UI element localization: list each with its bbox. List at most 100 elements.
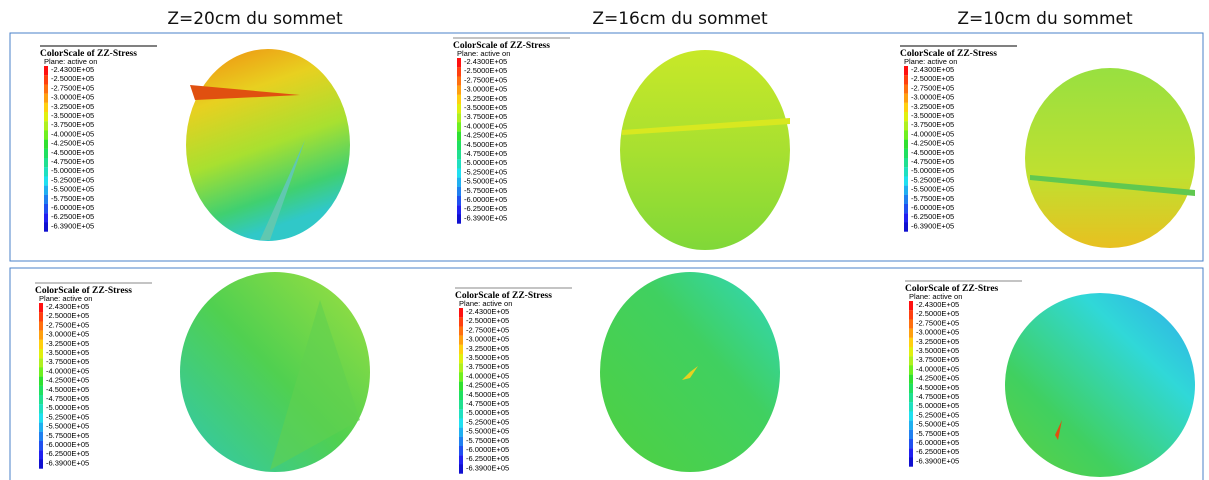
- legend-label: -2.7500E+05: [51, 83, 94, 92]
- bottom-frame: [9, 267, 1204, 480]
- legend-swatch: [44, 102, 48, 113]
- legend-swatch: [39, 321, 43, 331]
- legend-swatch: [459, 372, 463, 382]
- legend-swatch: [904, 148, 908, 159]
- legend-label: -6.2500E+05: [916, 447, 959, 456]
- legend-label: -2.5000E+05: [911, 74, 954, 83]
- legend-swatch: [457, 177, 461, 187]
- legend-swatch: [457, 94, 461, 105]
- legend-label: -4.0000E+05: [466, 371, 509, 380]
- legend-label: -3.7500E+05: [911, 120, 954, 129]
- legend-label: -2.4300E+05: [46, 302, 89, 311]
- legend-swatch: [904, 121, 908, 131]
- legend-swatch: [459, 363, 463, 373]
- legend-swatch: [909, 393, 913, 403]
- legend-swatch: [909, 448, 913, 458]
- legend-label: -3.0000E+05: [911, 93, 954, 102]
- legend-swatch: [44, 176, 48, 186]
- stress-plot: [1005, 293, 1195, 477]
- legend-label: -4.0000E+05: [911, 129, 954, 138]
- legend-swatch: [457, 131, 461, 141]
- legend-label: -5.5000E+05: [464, 177, 507, 186]
- legend-swatch: [909, 319, 913, 329]
- legend-label: -5.0000E+05: [46, 403, 89, 412]
- legend-label: -3.2500E+05: [51, 102, 94, 111]
- legend-swatch: [909, 347, 913, 357]
- legend-label: -4.7500E+05: [46, 394, 89, 403]
- legend-swatch: [459, 344, 463, 355]
- legend-title: ColorScale of ZZ-Stres: [905, 284, 999, 294]
- legend-label: -4.7500E+05: [51, 157, 94, 166]
- legend-label: -3.2500E+05: [464, 94, 507, 103]
- legend-label: -3.5000E+05: [911, 111, 954, 120]
- legend-swatch: [459, 335, 463, 345]
- legend-label: -3.5000E+05: [466, 353, 509, 362]
- legend-label: -5.5000E+05: [466, 427, 509, 436]
- legend-label: -4.2500E+05: [51, 139, 94, 148]
- legend-swatch: [904, 130, 908, 140]
- column-header: Z=10cm du sommet: [957, 9, 1133, 29]
- legend-swatch: [904, 84, 908, 94]
- legend-swatch: [909, 457, 913, 467]
- plot-artifact: [270, 300, 360, 470]
- legend-label: -4.0000E+05: [464, 121, 507, 130]
- legend-swatch: [909, 365, 913, 375]
- legend-label: -4.7500E+05: [911, 157, 954, 166]
- legend-swatch: [39, 312, 43, 322]
- legend-label: -6.0000E+05: [916, 438, 959, 447]
- legend-swatch: [44, 121, 48, 131]
- legend-plane: Plane: active on: [904, 57, 957, 66]
- legend-swatch: [904, 167, 908, 177]
- legend-swatch: [39, 349, 43, 359]
- legend-swatch: [459, 390, 463, 401]
- legend-swatch: [457, 186, 461, 197]
- top-frame: [9, 32, 1204, 262]
- legend-label: -6.3900E+05: [911, 221, 954, 230]
- legend-label: -4.0000E+05: [46, 366, 89, 375]
- legend-label: -2.7500E+05: [46, 320, 89, 329]
- legend-swatch: [904, 93, 908, 103]
- legend-swatch: [904, 204, 908, 214]
- legend-label: -3.7500E+05: [916, 355, 959, 364]
- legend-swatch: [39, 441, 43, 451]
- legend-label: -5.7500E+05: [466, 436, 509, 445]
- legend-swatch: [459, 436, 463, 447]
- stress-plot: [186, 49, 350, 241]
- plot-artifact: [622, 118, 790, 135]
- legend-label: -5.0000E+05: [916, 401, 959, 410]
- legend-label: -5.7500E+05: [911, 194, 954, 203]
- legend-label: -4.2500E+05: [916, 374, 959, 383]
- legend-label: -3.0000E+05: [464, 85, 507, 94]
- legend-label: -4.5000E+05: [46, 385, 89, 394]
- legend-label: -2.7500E+05: [464, 75, 507, 84]
- legend-label: -2.7500E+05: [466, 325, 509, 334]
- legend-swatch: [459, 464, 463, 474]
- legend-title: ColorScale of ZZ-Stress: [40, 49, 137, 59]
- legend-label: -6.2500E+05: [911, 212, 954, 221]
- legend-swatch: [39, 367, 43, 377]
- legend-label: -2.4300E+05: [911, 65, 954, 74]
- legend-label: -3.5000E+05: [51, 111, 94, 120]
- legend-swatch: [39, 303, 43, 313]
- stress-plot: [1025, 68, 1195, 248]
- legend-label: -5.2500E+05: [46, 412, 89, 421]
- legend-swatch: [459, 326, 463, 336]
- legend-plane: Plane: active on: [457, 49, 510, 58]
- legend-swatch: [909, 439, 913, 449]
- legend-label: -6.3900E+05: [464, 213, 507, 222]
- legend-label: -4.2500E+05: [911, 139, 954, 148]
- legend-label: -2.5000E+05: [46, 311, 89, 320]
- legend-label: -4.5000E+05: [466, 390, 509, 399]
- legend-label: -5.7500E+05: [46, 431, 89, 440]
- legend-title: ColorScale of ZZ-Stress: [455, 291, 552, 301]
- legend-label: -6.3900E+05: [51, 221, 94, 230]
- legend-swatch: [909, 411, 913, 421]
- legend-label: -3.7500E+05: [464, 112, 507, 121]
- legend-swatch: [909, 402, 913, 412]
- legend-swatch: [459, 409, 463, 419]
- legend-swatch: [39, 422, 43, 432]
- legend-swatch: [904, 139, 908, 149]
- legend-label: -3.0000E+05: [916, 328, 959, 337]
- legend-label: -4.7500E+05: [464, 149, 507, 158]
- legend-swatch: [457, 150, 461, 160]
